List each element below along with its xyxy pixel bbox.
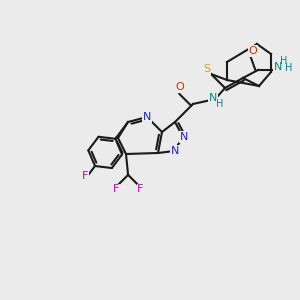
Text: N: N <box>171 146 179 156</box>
Text: N: N <box>180 132 188 142</box>
Text: F: F <box>112 184 119 194</box>
Text: O: O <box>249 46 257 56</box>
Text: O: O <box>176 82 184 92</box>
Text: H: H <box>216 99 224 109</box>
Text: H: H <box>280 56 288 66</box>
Text: N: N <box>209 93 217 103</box>
Text: S: S <box>203 64 211 74</box>
Text: F: F <box>137 184 144 194</box>
Text: F: F <box>82 171 88 181</box>
Text: H: H <box>285 63 293 73</box>
Text: N: N <box>274 62 282 72</box>
Text: N: N <box>143 112 151 122</box>
